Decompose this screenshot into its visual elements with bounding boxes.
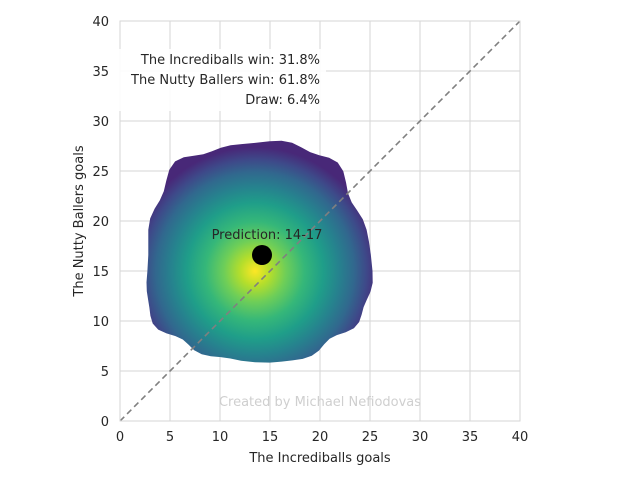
x-axis-label: The Incrediballs goals [248,451,391,466]
y-tick-label: 40 [92,15,109,30]
plot-border [119,20,521,422]
x-tick-label: 0 [116,430,124,445]
x-tick-label: 35 [462,430,479,445]
draw-text: Draw: 6.4% [245,93,320,108]
prediction-point [252,245,272,265]
y-tick-label: 0 [101,415,109,430]
watermark: Created by Michael Nefiodovas [219,395,421,410]
x-tick-label: 20 [312,430,329,445]
y-tick-label: 30 [92,115,109,130]
x-tick-label: 40 [512,430,529,445]
x-tick-label: 25 [362,430,379,445]
equal-score-diagonal [120,21,520,421]
y-tick-label: 10 [92,315,109,330]
win-probabilities: The Incrediballs win: 31.8% The Nutty Ba… [113,49,326,111]
x-tick-label: 10 [212,430,229,445]
plot-frame [119,20,521,422]
x-tick-label: 5 [166,430,174,445]
prediction-label: Prediction: 14-17 [212,228,323,243]
home-win-text: The Incrediballs win: 31.8% [140,53,320,68]
y-tick-label: 20 [92,215,109,230]
x-tick-labels: 0 5 10 15 20 25 30 35 40 [116,430,528,445]
y-axis-label: The Nutty Ballers goals [72,145,87,297]
y-tick-label: 25 [92,165,109,180]
y-tick-labels: 0 5 10 15 20 25 30 35 40 [92,15,109,430]
away-win-text: The Nutty Ballers win: 61.8% [130,73,320,88]
y-tick-label: 5 [101,365,109,380]
y-tick-label: 15 [92,265,109,280]
x-tick-label: 15 [262,430,279,445]
x-tick-label: 30 [412,430,429,445]
y-tick-label: 35 [92,65,109,80]
